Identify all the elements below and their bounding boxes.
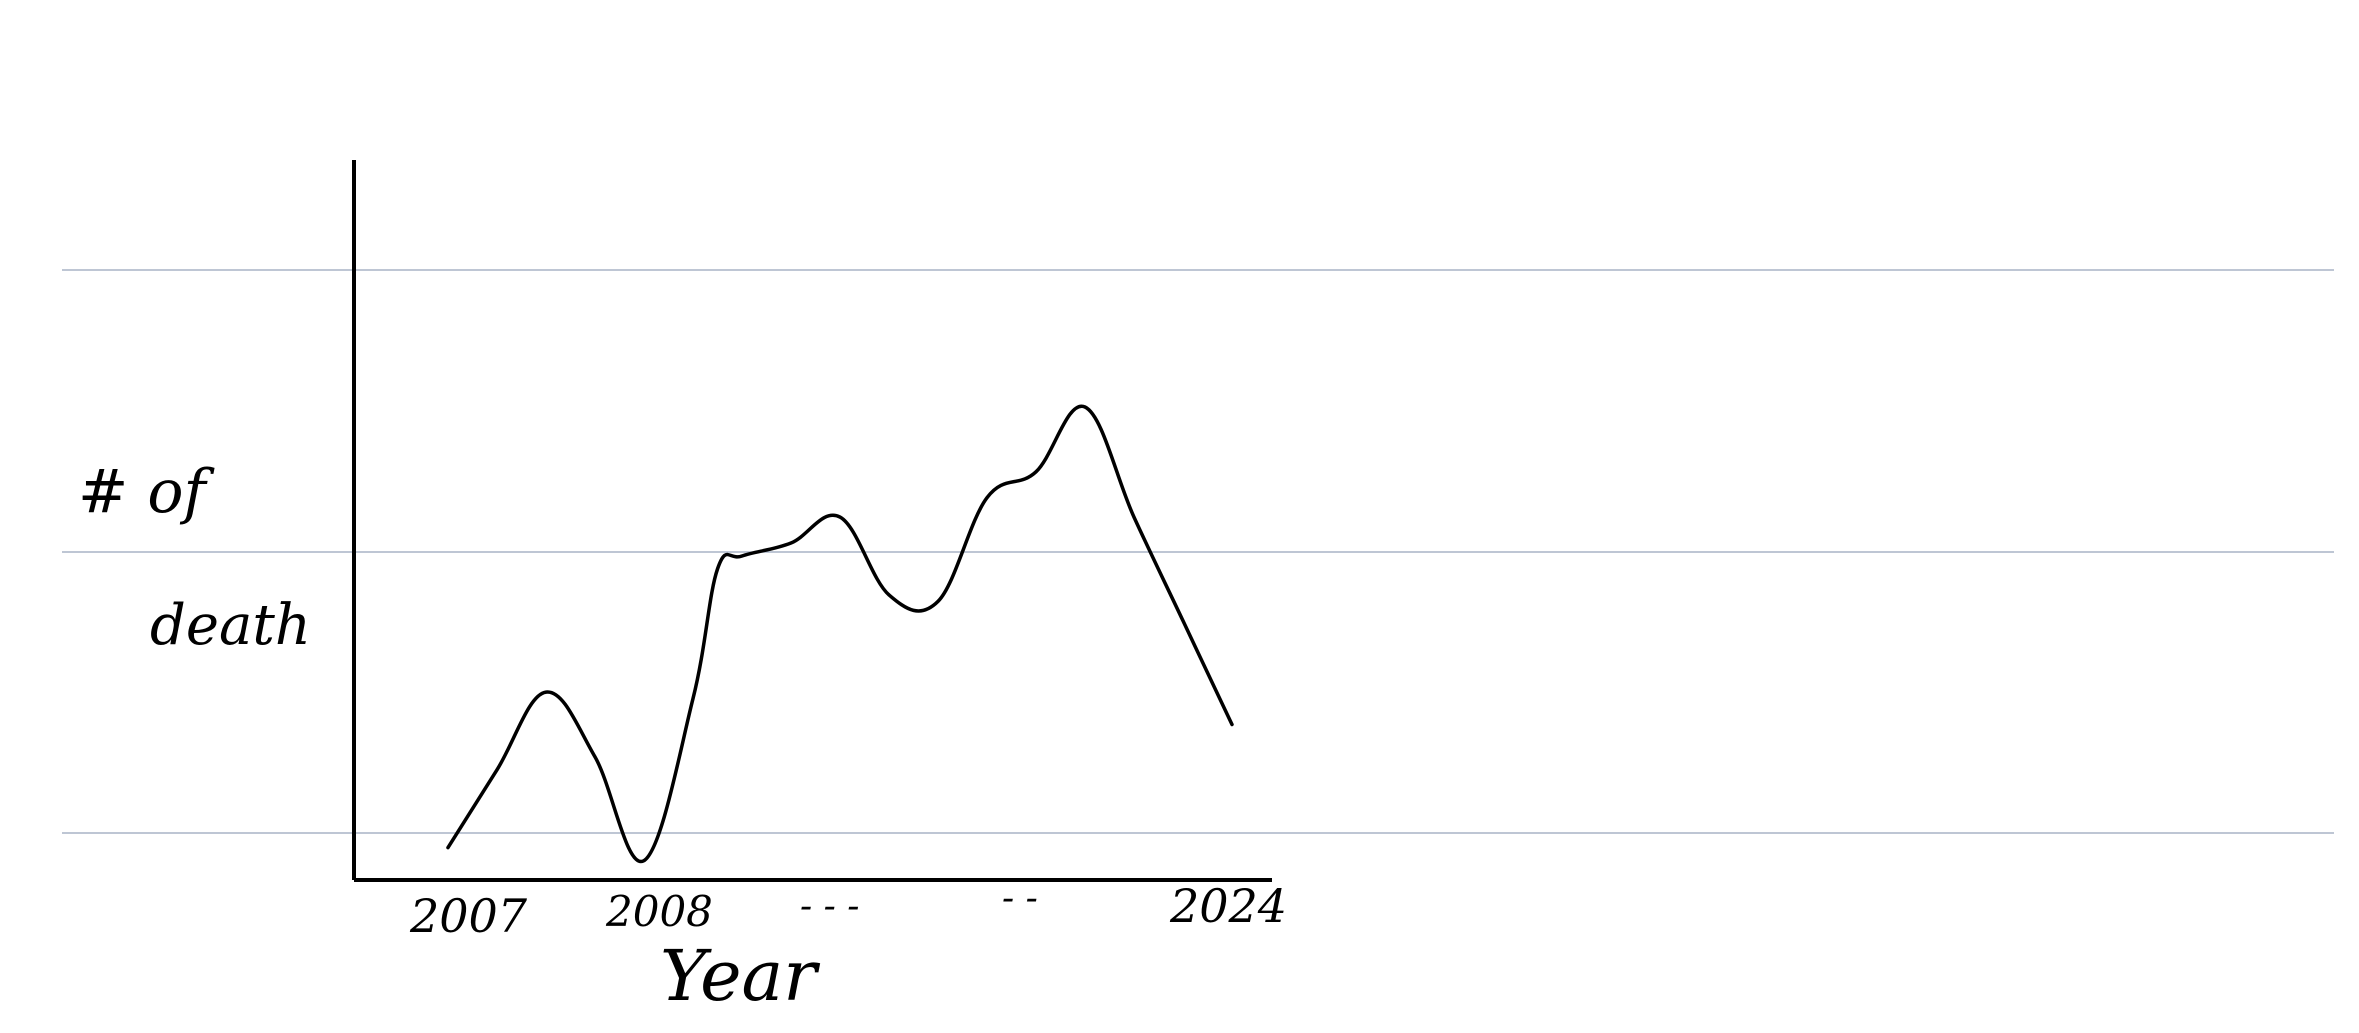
- y-axis-label-line-1: # of: [78, 457, 215, 527]
- data-point: [887, 593, 891, 597]
- notebook-rules: [62, 269, 2334, 834]
- x-tick-label: - - -: [800, 886, 859, 927]
- x-tick-labels: 2007 2008 - - - - - 2024: [409, 878, 1287, 943]
- data-point: [495, 768, 499, 772]
- x-tick-label: 2007: [409, 889, 528, 943]
- data-point: [716, 567, 719, 571]
- data-point: [1083, 405, 1087, 409]
- series-line: [446, 404, 1234, 864]
- y-axis-label: # of death: [78, 457, 311, 658]
- data-point: [544, 690, 548, 694]
- data-point: [985, 496, 989, 500]
- data-point: [1181, 619, 1185, 623]
- data-point: [1230, 723, 1234, 726]
- x-tick-label: 2024: [1169, 879, 1287, 933]
- data-point: [740, 554, 744, 558]
- data-point: [446, 846, 450, 850]
- data-line-group: [446, 404, 1234, 864]
- y-axis-label-line-2: death: [150, 593, 311, 658]
- data-point: [838, 515, 842, 519]
- x-tick-label: 2008: [605, 887, 713, 936]
- data-point: [642, 859, 646, 863]
- data-point: [593, 755, 597, 759]
- data-point: [936, 599, 940, 603]
- data-point: [789, 541, 793, 545]
- data-point: [691, 697, 695, 701]
- data-point: [1034, 470, 1038, 474]
- data-point: [1132, 515, 1136, 519]
- x-tick-label: - -: [1002, 878, 1038, 919]
- x-axis-label: Year: [660, 935, 820, 1017]
